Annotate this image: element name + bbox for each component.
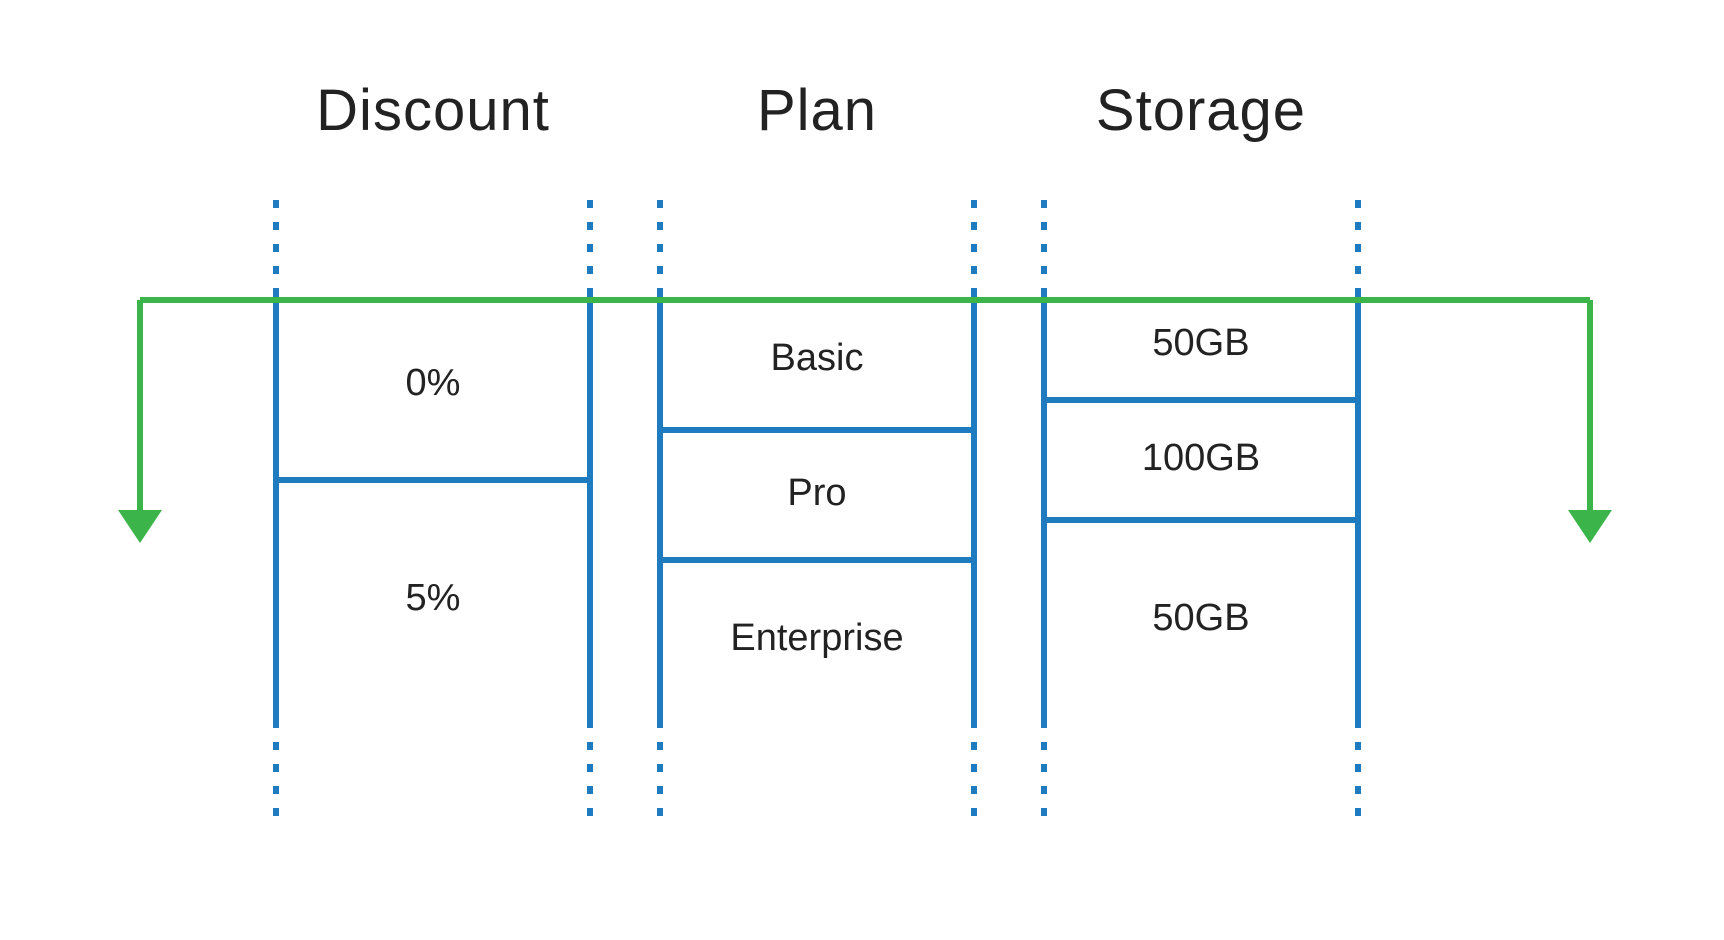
- cell-discount-1: 5%: [406, 577, 461, 619]
- column-heading-plan: Plan: [757, 78, 877, 143]
- column-heading-discount: Discount: [316, 78, 550, 143]
- column-heading-storage: Storage: [1096, 78, 1306, 143]
- cell-storage-0: 50GB: [1152, 322, 1249, 364]
- cell-plan-2: Enterprise: [730, 617, 903, 659]
- cell-plan-1: Pro: [787, 472, 846, 514]
- arrow-head-left: [118, 510, 162, 543]
- arrow-head-right: [1568, 510, 1612, 543]
- cell-storage-1: 100GB: [1142, 437, 1260, 479]
- cell-plan-0: Basic: [771, 337, 864, 379]
- cell-discount-0: 0%: [406, 362, 461, 404]
- diagram-canvas: Discount 0% 5% Plan Basic Pro Enterprise Storag…: [0, 0, 1724, 940]
- cell-storage-2: 50GB: [1152, 597, 1249, 639]
